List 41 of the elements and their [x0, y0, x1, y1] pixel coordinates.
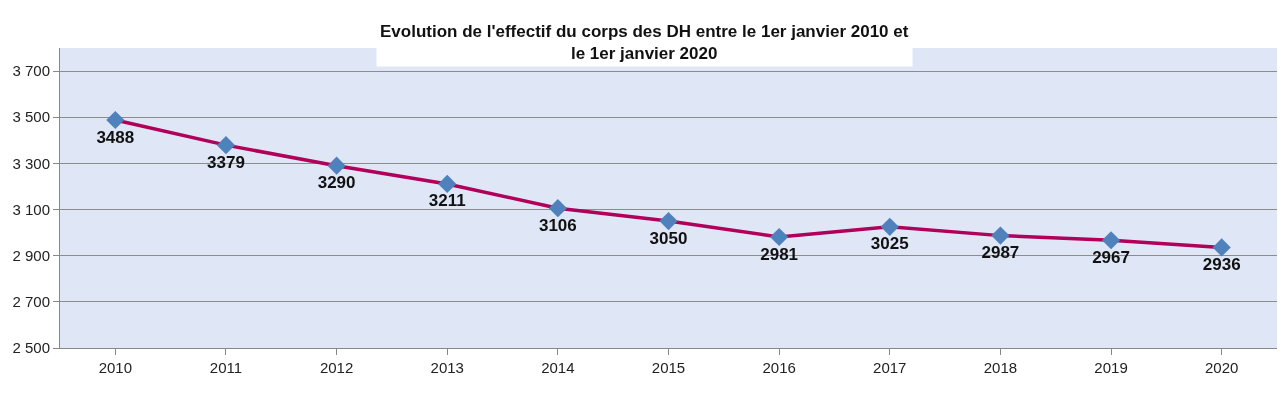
point [659, 211, 678, 231]
y-tick-label: 3 500 [12, 108, 50, 126]
data-label: 3379 [207, 152, 245, 172]
data-label: 3488 [96, 127, 135, 147]
y-tick-label: 2 900 [12, 246, 50, 264]
data-label: 3025 [870, 234, 909, 254]
data-label: 3211 [428, 191, 466, 211]
data-label: 2967 [1092, 247, 1130, 267]
point [1101, 231, 1121, 250]
point [991, 226, 1010, 245]
x-tick-label: 2017 [873, 359, 907, 376]
x-tick-label: 2013 [430, 359, 464, 376]
point [106, 110, 125, 130]
point [880, 217, 899, 236]
point [770, 227, 789, 247]
data-label: 3050 [649, 228, 688, 248]
x-tick-label: 2020 [1204, 359, 1239, 376]
data-label: 2936 [1202, 254, 1241, 274]
data-label: 3290 [317, 173, 356, 193]
x-tick-label: 2016 [762, 359, 796, 376]
y-tick-label: 2 500 [12, 339, 50, 357]
chart-title: Evolution de l'effectif du corps des DH entre le 1er janvier 2010 et le 1er janvier 2020 [380, 22, 909, 64]
x-tick-label: 2015 [651, 359, 686, 376]
data-label: 2987 [981, 243, 1020, 263]
point [548, 199, 567, 218]
y-tick-label: 2 700 [12, 293, 50, 311]
x-tick-label: 2011 [209, 359, 243, 376]
point [216, 136, 236, 155]
data-label: 3106 [538, 215, 577, 235]
point [438, 174, 457, 194]
x-tick-label: 2010 [98, 359, 133, 376]
point [1212, 238, 1231, 257]
y-tick-label: 3 700 [12, 62, 50, 80]
x-tick-label: 2012 [319, 359, 354, 376]
point [327, 156, 346, 175]
x-tick-label: 2019 [1094, 359, 1128, 376]
y-tick-label: 3 100 [12, 200, 50, 218]
y-tick-label: 3 300 [12, 154, 50, 172]
x-tick-label: 2014 [541, 359, 575, 376]
x-tick-label: 2018 [983, 359, 1018, 376]
data-label: 2981 [760, 244, 799, 264]
